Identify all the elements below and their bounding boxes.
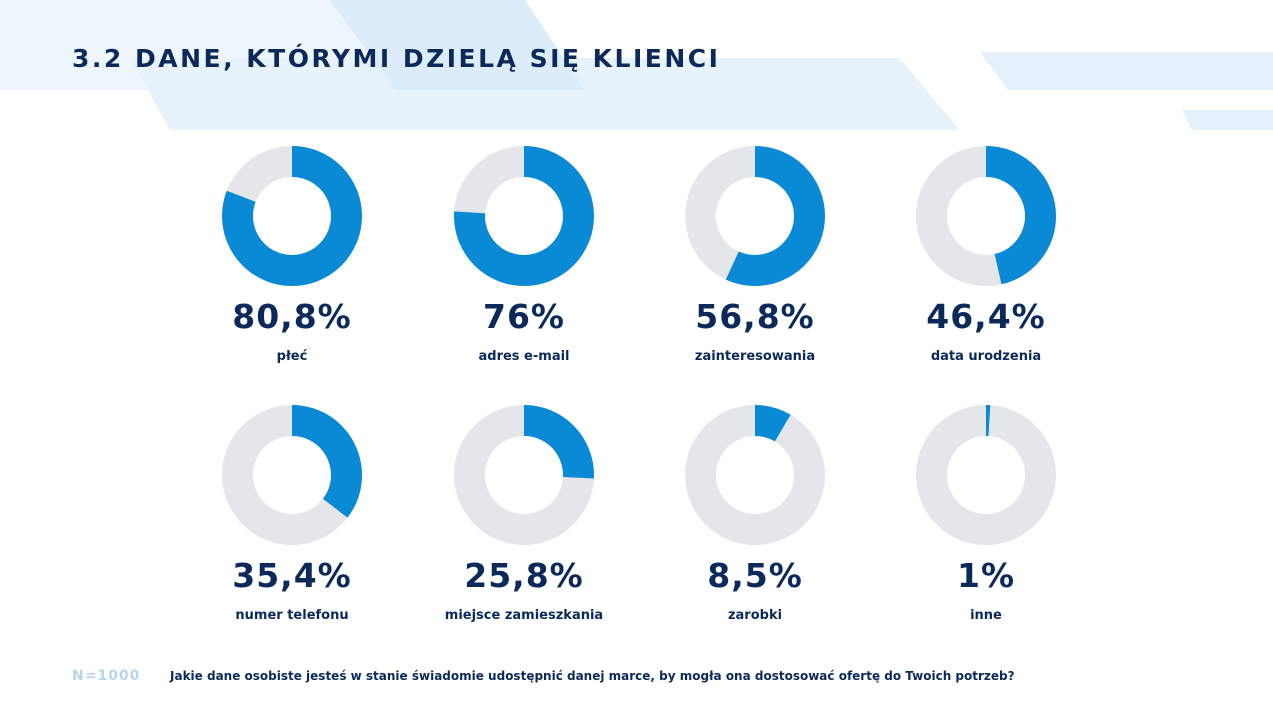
donut-label: zainteresowania — [694, 349, 816, 364]
donut-chart — [454, 405, 594, 545]
donut-chart — [685, 405, 825, 545]
donut-value: 8,5% — [707, 556, 803, 595]
donut-value: 56,8% — [695, 297, 815, 336]
donut-segment — [454, 405, 594, 545]
donut-segment — [685, 146, 825, 286]
donut-label: adres e-mail — [478, 349, 570, 364]
donut-label: płeć — [276, 349, 308, 364]
donut-track — [685, 405, 825, 545]
donut-chart — [454, 146, 594, 286]
donut-value: 80,8% — [232, 297, 352, 336]
donut-label: numer telefonu — [235, 608, 349, 623]
donut-segment — [916, 146, 1056, 286]
donut-value: 25,8% — [464, 556, 584, 595]
survey-question: Jakie dane osobiste jesteś w stanie świa… — [170, 669, 1015, 683]
donut-item: 8,5% zarobki — [639, 405, 871, 624]
donut-chart — [222, 405, 362, 545]
donut-value: 76% — [483, 297, 565, 336]
donut-value: 35,4% — [232, 556, 352, 595]
donut-item: 35,4% numer telefonu — [176, 405, 408, 624]
donut-chart — [685, 146, 825, 286]
donut-segment — [685, 405, 825, 545]
sample-size-label: N=1000 — [72, 668, 141, 684]
donut-label: data urodzenia — [930, 349, 1042, 364]
donut-item: 46,4% data urodzenia — [870, 146, 1102, 365]
donut-label: inne — [970, 608, 1002, 623]
donut-segment — [222, 405, 362, 545]
donut-item: 80,8% płeć — [176, 146, 408, 365]
page-title: 3.2 DANE, KTÓRYMI DZIELĄ SIĘ KLIENCI — [72, 44, 721, 73]
donut-chart — [916, 146, 1056, 286]
donut-label: zarobki — [727, 608, 783, 623]
donut-item: 56,8% zainteresowania — [639, 146, 871, 365]
donut-value: 1% — [956, 556, 1016, 595]
donut-chart — [222, 146, 362, 286]
donut-item: 1% inne — [870, 405, 1102, 624]
donut-item: 76% adres e-mail — [408, 146, 640, 365]
donut-value: 46,4% — [926, 297, 1046, 336]
donut-label: miejsce zamieszkania — [444, 608, 604, 623]
donut-chart — [916, 405, 1056, 545]
donut-segment — [916, 405, 1056, 545]
donut-track — [916, 405, 1056, 545]
donut-item: 25,8% miejsce zamieszkania — [408, 405, 640, 624]
donut-segment — [222, 146, 362, 286]
donut-segment — [454, 146, 594, 286]
